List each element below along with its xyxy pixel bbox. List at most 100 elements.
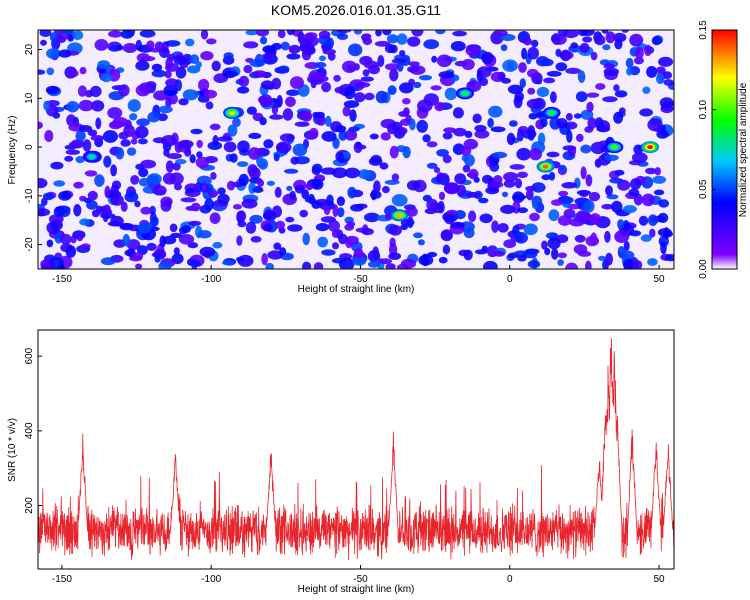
heatmap-blob <box>640 234 652 242</box>
heatmap-blob <box>641 193 655 207</box>
heatmap-blob <box>223 141 237 153</box>
heatmap-blob <box>104 185 111 199</box>
heatmap-blob <box>605 31 616 44</box>
heatmap-blob <box>158 261 172 269</box>
heatmap-blob <box>613 32 627 43</box>
heatmap-blob <box>335 125 347 133</box>
heatmap-blob <box>353 248 364 259</box>
heatmap-blob <box>647 258 658 266</box>
heatmap-blob <box>522 249 538 259</box>
heatmap-blob <box>108 121 123 130</box>
heatmap-blob <box>536 56 550 67</box>
heatmap-blob <box>561 182 578 189</box>
heatmap-blob <box>481 51 494 64</box>
heatmap-blob <box>368 260 381 268</box>
heatmap-blob <box>294 184 305 194</box>
heatmap-blob <box>299 209 309 218</box>
heatmap-blob <box>570 42 578 49</box>
heatmap-blob <box>262 223 274 232</box>
snr-panel: -150 -100 -50 0 50 200 400 600 Height of strai… <box>7 329 675 595</box>
heatmap-blob <box>375 30 382 37</box>
heatmap-blob <box>580 144 592 154</box>
snr-frame <box>37 329 675 570</box>
heatmap-blob <box>551 34 567 45</box>
heatmap-blob <box>288 46 296 53</box>
heatmap-blob <box>189 54 200 65</box>
heatmap-blob <box>587 117 597 130</box>
heatmap-blob <box>413 81 422 89</box>
heatmap-y-ticks: -20 -10 0 10 20 <box>24 44 42 252</box>
heatmap-blob <box>444 182 460 195</box>
heatmap-blob <box>39 30 52 37</box>
heatmap-blob <box>260 36 268 45</box>
heatmap-blob <box>517 171 528 178</box>
heatmap-blob <box>585 235 600 247</box>
heatmap-blob <box>368 156 383 166</box>
heatmap-blob <box>135 263 143 269</box>
heatmap-blob <box>565 262 579 269</box>
heatmap-blob <box>304 32 318 39</box>
heatmap-blob <box>575 91 588 102</box>
heatmap-blob <box>349 109 357 122</box>
heatmap-blob <box>138 82 153 94</box>
heatmap-blob <box>195 156 210 169</box>
heatmap-blob <box>583 199 595 213</box>
heatmap-blob <box>389 145 399 159</box>
heatmap-blob <box>454 173 467 185</box>
heatmap-blob <box>87 190 98 201</box>
heatmap-blob <box>165 62 180 72</box>
heatmap-blob <box>629 33 644 47</box>
heatmap-blob <box>613 111 624 124</box>
heatmap-blob <box>146 173 162 186</box>
heatmap-blob <box>663 79 674 86</box>
heatmap-blob <box>653 189 665 196</box>
heatmap-blob <box>613 84 620 92</box>
heatmap-blob <box>38 121 43 130</box>
heatmap-blob <box>53 206 65 217</box>
heatmap-blob <box>181 225 191 234</box>
x-tick-label: 0 <box>507 274 513 285</box>
heatmap-blob <box>527 87 536 95</box>
heatmap-blob <box>289 190 296 200</box>
heatmap-blob <box>91 100 105 112</box>
heatmap-blob <box>274 186 282 198</box>
y-tick-label: 600 <box>24 347 35 364</box>
heatmap-blob <box>126 147 137 156</box>
heatmap-blob <box>630 178 642 190</box>
heatmap-blob <box>165 160 174 173</box>
heatmap-blob <box>321 249 336 256</box>
heatmap-blob <box>527 260 541 269</box>
heatmap-blob <box>388 224 402 236</box>
x-tick-label: -150 <box>52 274 72 285</box>
heatmap-blob <box>299 43 315 53</box>
heatmap-hotspot <box>396 213 403 218</box>
heatmap-blob <box>589 213 601 225</box>
heatmap-blob <box>79 195 87 202</box>
heatmap-blob <box>135 125 149 139</box>
heatmap-blob <box>286 185 293 191</box>
heatmap-blob <box>336 30 352 33</box>
x-tick-label: 0 <box>507 574 513 585</box>
heatmap-blob <box>409 118 416 131</box>
chart-title: KOM5.2026.016.01.35.G11 <box>271 2 441 18</box>
heatmap-blob <box>399 82 414 94</box>
heatmap-blob <box>122 43 138 53</box>
heatmap-blob <box>531 39 539 48</box>
heatmap-blob <box>238 173 249 186</box>
heatmap-blob <box>94 174 105 187</box>
heatmap-blob <box>199 246 216 257</box>
heatmap-blob <box>575 210 591 223</box>
heatmap-blob <box>237 161 249 168</box>
heatmap-blob <box>198 78 210 92</box>
heatmap-blob <box>487 117 494 128</box>
heatmap-blob <box>160 200 172 212</box>
heatmap-blob <box>75 130 86 142</box>
heatmap-blob <box>84 170 98 177</box>
heatmap-blob <box>380 132 391 141</box>
y-tick-label: 200 <box>24 497 35 514</box>
y-tick-label: 20 <box>24 44 35 56</box>
heatmap-blob <box>518 62 527 73</box>
heatmap-blob <box>261 253 268 266</box>
heatmap-blob <box>450 41 466 52</box>
heatmap-blob <box>119 223 134 231</box>
